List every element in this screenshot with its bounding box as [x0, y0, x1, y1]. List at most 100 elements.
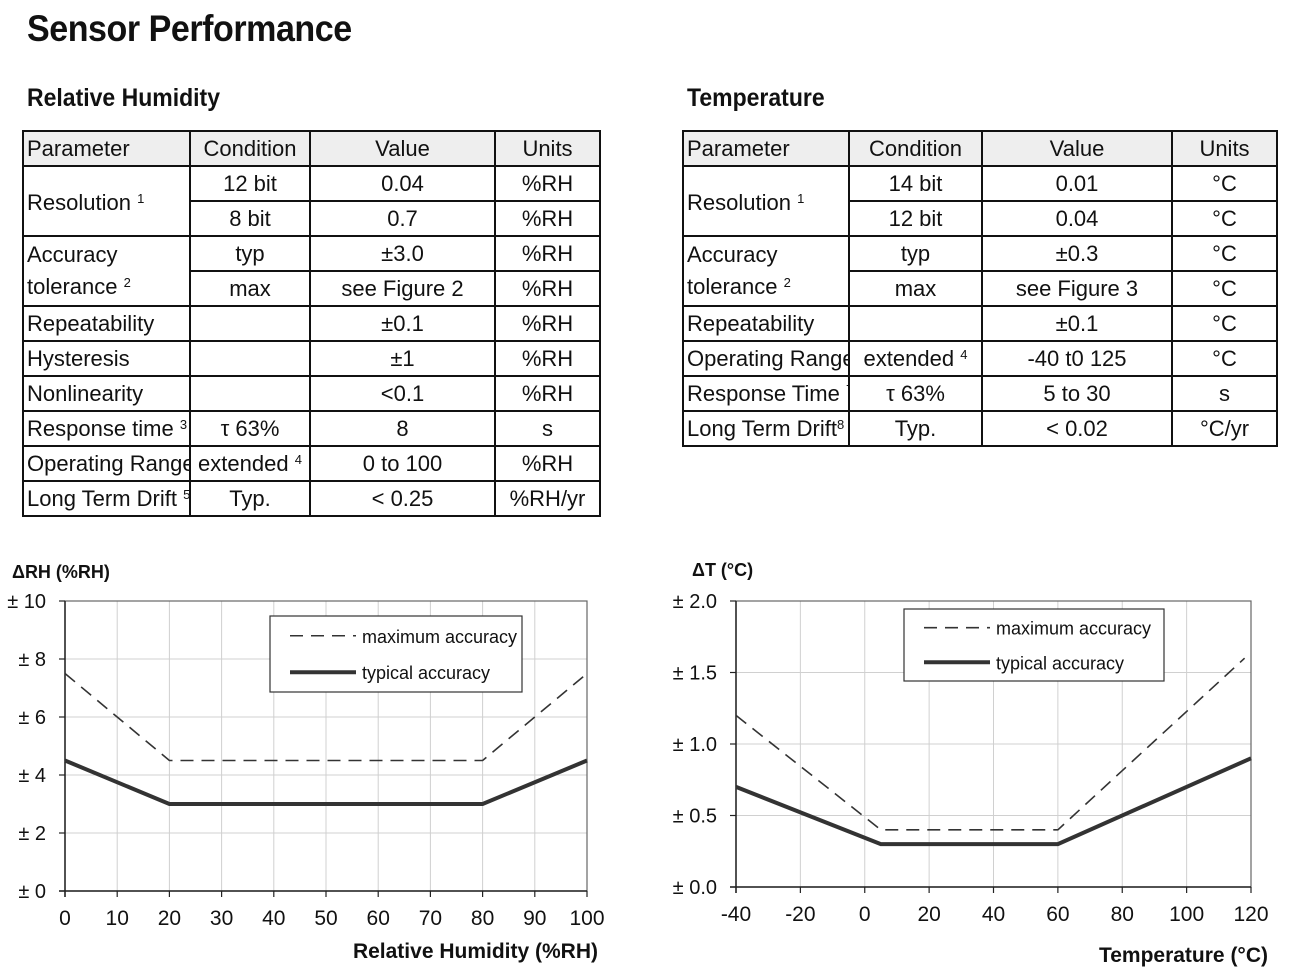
footnote-ref: 5 — [183, 486, 190, 502]
table-header-row: Parameter Condition Value Units — [22, 130, 601, 167]
condition-cell — [189, 375, 311, 412]
unit-cell: %RH — [494, 340, 601, 377]
condition-cell — [189, 340, 311, 377]
value-cell: < 0.25 — [309, 480, 496, 517]
series-line-maximum-accuracy — [735, 657, 1246, 831]
value-cell: 0.04 — [309, 165, 496, 202]
value-cell: <0.1 — [309, 375, 496, 412]
param-label: Response time — [27, 415, 174, 441]
header-units: Units — [494, 130, 601, 167]
y-tick-label: ± 4 — [18, 765, 46, 787]
table-row: Response Time 7 τ 63% 5 to 30 s — [682, 375, 1278, 412]
legend-label: typical accuracy — [996, 653, 1124, 673]
param-response: Response time 3 — [22, 410, 191, 447]
param-label: Long Term Drift — [27, 485, 177, 511]
x-tick-label: 40 — [262, 907, 285, 930]
condition-cell: 12 bit — [189, 165, 311, 202]
condition-text: extended — [198, 450, 289, 476]
series-line-typical-accuracy — [64, 758, 588, 806]
param-label: Accuracy — [27, 242, 118, 267]
condition-cell: max — [848, 270, 983, 307]
unit-cell: %RH — [494, 305, 601, 342]
x-tick-label: 30 — [210, 907, 233, 930]
condition-cell: 14 bit — [848, 165, 983, 202]
param-accuracy: Accuracy tolerance 2 — [682, 235, 850, 307]
param-label: Accuracy — [687, 242, 778, 267]
value-cell: ±0.1 — [309, 305, 496, 342]
x-tick-label: 70 — [419, 907, 442, 930]
x-tick-label: -40 — [721, 903, 751, 926]
footnote-ref: 4 — [960, 346, 968, 362]
temperature-heading: Temperature — [687, 84, 825, 112]
footnote-ref: 2 — [123, 275, 131, 290]
unit-cell: %RH — [494, 445, 601, 482]
x-tick-label: 0 — [859, 903, 871, 926]
unit-cell: °C — [1171, 340, 1278, 377]
x-axis-title: Relative Humidity (%RH) — [353, 940, 598, 963]
x-tick-label: 100 — [1169, 903, 1204, 926]
footnote-ref: 2 — [783, 275, 791, 290]
param-label: Repeatability — [682, 305, 850, 342]
param-label: Response Time — [687, 380, 840, 406]
unit-cell: %RH — [494, 200, 601, 237]
table-row: Hysteresis ±1 %RH — [22, 340, 601, 377]
unit-cell: %RH/yr — [494, 480, 601, 517]
header-condition: Condition — [189, 130, 311, 167]
legend-label: maximum accuracy — [362, 627, 517, 647]
condition-cell: typ — [848, 235, 983, 272]
condition-cell: τ 63% — [189, 410, 311, 447]
condition-cell — [189, 305, 311, 342]
x-tick-label: 20 — [917, 903, 940, 926]
value-cell: 0.04 — [981, 200, 1173, 237]
value-cell: < 0.02 — [981, 410, 1173, 447]
condition-cell: extended 4 — [189, 445, 311, 482]
x-tick-label: 50 — [314, 907, 337, 930]
param-label: Long Term Drift — [687, 415, 837, 441]
param-label: Resolution — [687, 190, 791, 215]
value-cell: ±0.3 — [981, 235, 1173, 272]
table-row: Response time 3 τ 63% 8 s — [22, 410, 601, 447]
table-row: Accuracy tolerance 2 typ ±3.0 %RH — [22, 235, 601, 307]
footnote-ref: 3 — [179, 416, 188, 432]
table-row: Repeatability ±0.1 °C — [682, 305, 1278, 342]
x-tick-label: 60 — [367, 907, 390, 930]
value-cell: ±3.0 — [309, 235, 496, 272]
param-label: Operating Range — [682, 340, 850, 377]
y-axis-title: ΔT (°C) — [692, 560, 753, 580]
series-line-maximum-accuracy — [64, 672, 588, 762]
unit-cell: °C — [1171, 235, 1278, 272]
unit-cell: °C — [1171, 200, 1278, 237]
param-response: Response Time 7 — [682, 375, 850, 412]
legend-label: maximum accuracy — [996, 619, 1151, 639]
condition-cell: 8 bit — [189, 200, 311, 237]
x-tick-label: -20 — [785, 903, 815, 926]
condition-text: extended — [863, 345, 955, 371]
x-tick-label: 80 — [471, 907, 494, 930]
y-axis-title: ΔRH (%RH) — [12, 562, 110, 582]
unit-cell: s — [1171, 375, 1278, 412]
y-tick-label: ± 2 — [18, 823, 46, 845]
value-cell: 0 to 100 — [309, 445, 496, 482]
param-label: Nonlinearity — [22, 375, 191, 412]
value-cell: 8 — [309, 410, 496, 447]
table-row: 12 bit 0.04 °C — [683, 200, 1278, 237]
param-resolution: Resolution 1 — [22, 165, 191, 237]
page-title: Sensor Performance — [27, 8, 352, 49]
header-parameter: Parameter — [22, 130, 191, 167]
table-row: max see Figure 3 °C — [683, 270, 1278, 307]
value-cell: 5 to 30 — [981, 375, 1173, 412]
param-accuracy: Accuracy tolerance 2 — [22, 235, 191, 307]
param-label: Operating Range — [22, 445, 191, 482]
table-row: Operating Range extended 4 0 to 100 %RH — [22, 445, 601, 482]
param-label: Hysteresis — [22, 340, 191, 377]
unit-cell: %RH — [494, 165, 601, 202]
condition-cell: max — [189, 270, 311, 307]
x-tick-label: 100 — [569, 907, 604, 930]
header-value: Value — [981, 130, 1173, 167]
y-tick-label: ± 1.5 — [673, 663, 717, 685]
legend-box — [903, 608, 1165, 682]
y-tick-label: ± 8 — [18, 649, 46, 671]
value-cell: 0.7 — [309, 200, 496, 237]
unit-cell: °C — [1171, 270, 1278, 307]
